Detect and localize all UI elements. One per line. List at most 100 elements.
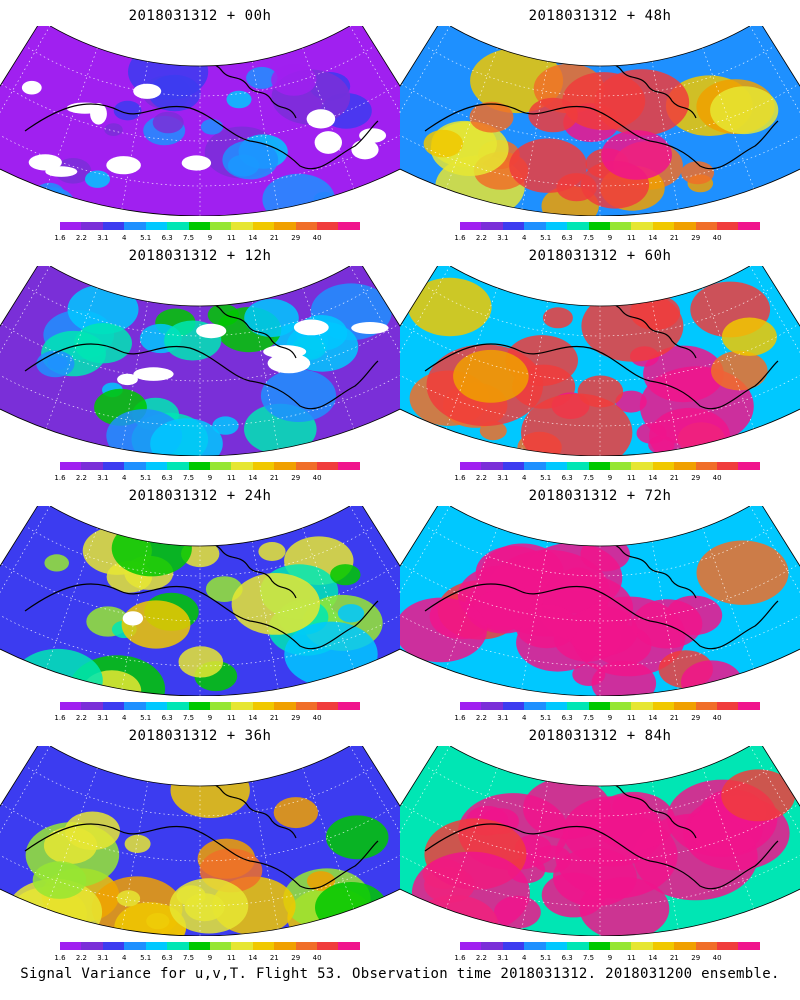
map-plot xyxy=(0,266,400,456)
map-panel: 2018031312 + 24h 1.6 2.2 3.1 4 5.1 6.3 7.5 9 11 14… xyxy=(0,480,400,722)
colorbar-tick-label: 7.5 xyxy=(182,234,195,242)
colorbar-segment xyxy=(609,702,632,710)
colorbar-segment xyxy=(252,942,275,950)
colorbar-tick-label: 5.1 xyxy=(540,234,552,242)
colorbar-segment xyxy=(188,222,210,230)
no-data-gap xyxy=(267,353,311,374)
colorbar-segment xyxy=(502,222,525,230)
field-blob xyxy=(152,111,184,134)
colorbar-tick-label: 11 xyxy=(226,234,236,242)
colorbar-segment xyxy=(124,462,146,470)
map-plot xyxy=(400,266,800,456)
colorbar-segment xyxy=(295,942,318,950)
colorbar-segment xyxy=(481,462,503,470)
panel-title: 2018031312 + 84h xyxy=(528,728,672,744)
colorbar-segment xyxy=(460,942,482,950)
colorbar-tick-label: 2.2 xyxy=(75,234,87,242)
colorbar-segment xyxy=(274,942,296,950)
colorbar-segment xyxy=(502,942,525,950)
colorbar-tick-label: 40 xyxy=(312,474,322,482)
field-blob xyxy=(212,416,239,435)
colorbar-segment xyxy=(545,942,568,950)
colorbar-tick-label: 40 xyxy=(712,714,722,722)
colorbar-segment xyxy=(567,462,589,470)
field-blob xyxy=(710,86,779,135)
field-blob xyxy=(400,597,487,663)
field-blob xyxy=(150,418,223,456)
colorbar-tick-label: 1.6 xyxy=(54,954,66,962)
colorbar-segment xyxy=(588,942,610,950)
map-panel: 2018031312 + 60h 1.6 2.2 3.1 4 5.1 6.3 7.5 9 11 14… xyxy=(400,240,800,482)
colorbar-segment xyxy=(717,702,739,710)
colorbar-tick-label: 7.5 xyxy=(182,954,195,962)
map-outline xyxy=(400,266,800,456)
colorbar-segment xyxy=(60,222,82,230)
no-data-gap xyxy=(263,345,307,359)
no-data-gap xyxy=(90,103,107,125)
colorbar-tick-label: 5.1 xyxy=(540,954,552,962)
colorbar-tick-label: 7.5 xyxy=(582,474,595,482)
panel-title: 2018031312 + 00h xyxy=(128,8,272,24)
colorbar-segment xyxy=(145,462,168,470)
field-blob xyxy=(721,317,777,356)
no-data-gap xyxy=(133,367,174,381)
colorbar-ticks: 1.6 2.2 3.1 4 5.1 6.3 7.5 9 11 14 21 29 40 xyxy=(54,474,360,484)
colorbar-segment xyxy=(567,222,589,230)
colorbar-tick-label: 2.2 xyxy=(75,714,87,722)
field-blob xyxy=(515,604,578,649)
colorbar-segment xyxy=(738,702,760,710)
coastline xyxy=(24,823,379,890)
colorbar-tick-label: 6.3 xyxy=(161,954,173,962)
colorbar-tick-label: 9 xyxy=(207,714,213,722)
field-blob xyxy=(74,323,132,364)
panel-title: 2018031312 + 72h xyxy=(528,488,672,504)
colorbar-ticks: 1.6 2.2 3.1 4 5.1 6.3 7.5 9 11 14 21 29 40 xyxy=(54,234,360,244)
colorbar-segment xyxy=(717,462,739,470)
colorbar-segment xyxy=(81,702,103,710)
colorbar xyxy=(60,942,360,950)
field-blob xyxy=(121,600,191,649)
colorbar-tick-label: 4 xyxy=(122,954,127,962)
field-blob xyxy=(594,69,690,136)
colorbar-segment xyxy=(209,222,232,230)
no-data-gap xyxy=(359,128,387,143)
colorbar xyxy=(460,462,760,470)
field-blob xyxy=(170,762,250,818)
colorbar-tick-label: 2.2 xyxy=(75,474,87,482)
colorbar-segment xyxy=(481,942,503,950)
colorbar-tick-label: 5.1 xyxy=(140,474,152,482)
colorbar-tick-label: 29 xyxy=(691,714,701,722)
colorbar-segment xyxy=(588,462,610,470)
colorbar-tick-label: 3.1 xyxy=(97,474,109,482)
no-data-gap xyxy=(351,139,379,160)
coastline xyxy=(424,823,779,890)
graticule-latitude xyxy=(0,26,400,97)
colorbar-ticks: 1.6 2.2 3.1 4 5.1 6.3 7.5 9 11 14 21 29 40 xyxy=(54,714,360,724)
colorbar-segment xyxy=(209,942,232,950)
colorbar-tick-label: 11 xyxy=(626,474,636,482)
colorbar xyxy=(60,462,360,470)
field-blob xyxy=(260,369,337,422)
colorbar-segment xyxy=(609,462,632,470)
colorbar-tick-label: 14 xyxy=(648,474,658,482)
colorbar-segment xyxy=(695,702,718,710)
colorbar-tick-label: 7.5 xyxy=(182,474,195,482)
colorbar-tick-label: 6.3 xyxy=(161,474,173,482)
field-blob xyxy=(411,851,530,935)
field-blob xyxy=(32,861,87,899)
map-panel: 2018031312 + 48h 1.6 2.2 3.1 4 5.1 6.3 7.5 9 11 14… xyxy=(400,0,800,242)
field-blob xyxy=(47,356,68,371)
colorbar-ticks: 1.6 2.2 3.1 4 5.1 6.3 7.5 9 11 14 21 29 40 xyxy=(454,714,760,724)
colorbar-segment xyxy=(674,222,696,230)
colorbar xyxy=(460,222,760,230)
field-blob xyxy=(306,871,336,891)
colorbar-tick-label: 1.6 xyxy=(454,234,466,242)
colorbar-segment xyxy=(588,702,610,710)
colorbar-segment xyxy=(317,462,339,470)
colorbar-tick-label: 40 xyxy=(312,234,322,242)
colorbar-segment xyxy=(252,222,275,230)
colorbar-tick-label: 14 xyxy=(648,714,658,722)
colorbar-segment xyxy=(631,942,653,950)
colorbar-tick-label: 9 xyxy=(207,954,213,962)
colorbar-tick-label: 6.3 xyxy=(161,234,173,242)
